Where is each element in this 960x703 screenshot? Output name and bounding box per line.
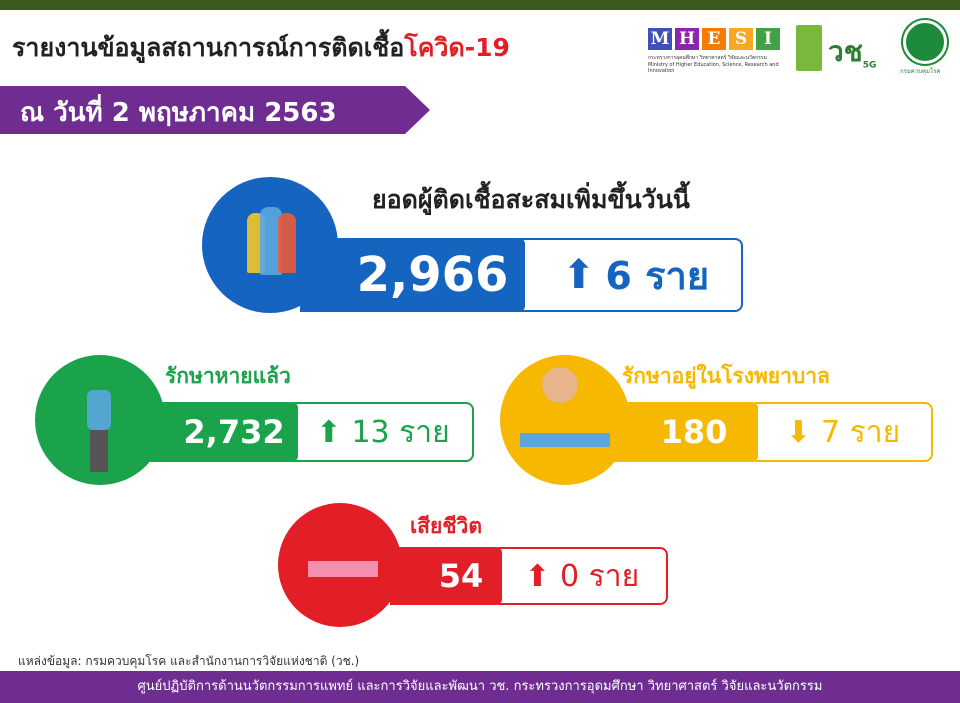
mhesi-logo: M H E S I <box>648 28 780 50</box>
footer-bar: ศูนย์ปฏิบัติการด้านนวัตกรรมการแพทย์ และก… <box>0 671 960 703</box>
ddc-label: กรมควบคุมโรค <box>900 68 941 75</box>
deaths-change: 0 ราย <box>559 558 640 594</box>
date-banner: ณ วันที่ 2 พฤษภาคม 2563 <box>0 86 430 134</box>
cumulative-total: 2,966 <box>300 238 525 312</box>
deceased-bed-icon <box>278 503 402 627</box>
arrow-down-icon: ⬇ <box>785 414 811 450</box>
title-text: รายงานข้อมูลสถานการณ์การติดเชื้อ <box>12 33 405 62</box>
5g-label: 5G <box>862 60 877 71</box>
5g-logo: วช5G <box>828 35 877 71</box>
people-icon <box>202 177 338 313</box>
hospitalized-label: รักษาอยู่ในโรงพยาบาล <box>622 364 830 388</box>
logo-letter: M <box>648 28 672 50</box>
deaths-change-box: ⬆ 0 ราย <box>498 547 668 605</box>
hospitalized-total: 180 <box>610 402 758 462</box>
logo-letter: I <box>756 28 780 50</box>
cumulative-label: ยอดผู้ติดเชื้อสะสมเพิ่มขึ้นวันนี้ <box>372 185 690 214</box>
cumulative-change-box: ⬆ 6 ราย <box>520 238 743 312</box>
ddc-logo <box>903 20 947 64</box>
arrow-up-icon: ⬆ <box>561 252 596 298</box>
recovered-total: 2,732 <box>150 402 298 462</box>
nrct-logo <box>796 25 822 71</box>
hospitalized-change-box: ⬇ 7 ราย <box>755 402 933 462</box>
deaths-label: เสียชีวิต <box>410 514 482 538</box>
recovered-person-icon <box>35 355 165 485</box>
logo-letter: S <box>729 28 753 50</box>
arrow-up-icon: ⬆ <box>316 414 342 450</box>
source-note: แหล่งข้อมูล: กรมควบคุมโรค และสำนักงานการ… <box>18 654 360 668</box>
top-bar <box>0 0 960 10</box>
page-title: รายงานข้อมูลสถานการณ์การติดเชื้อโควิด-19 <box>12 28 510 68</box>
mhesi-subtitle: กระทรวงการอุดมศึกษา วิทยาศาสตร์ วิจัยและ… <box>648 55 779 74</box>
recovered-change: 13 ราย <box>351 414 450 450</box>
title-highlight: โควิด-19 <box>404 33 510 62</box>
deaths-total: 54 <box>390 547 502 605</box>
recovered-change-box: ⬆ 13 ราย <box>294 402 474 462</box>
logo-letter: E <box>702 28 726 50</box>
hospital-bed-icon <box>500 355 630 485</box>
logo-letter: H <box>675 28 699 50</box>
arrow-up-icon: ⬆ <box>524 558 550 594</box>
recovered-label: รักษาหายแล้ว <box>165 364 291 388</box>
hospitalized-change: 7 ราย <box>820 414 901 450</box>
cumulative-change: 6 ราย <box>605 253 710 298</box>
